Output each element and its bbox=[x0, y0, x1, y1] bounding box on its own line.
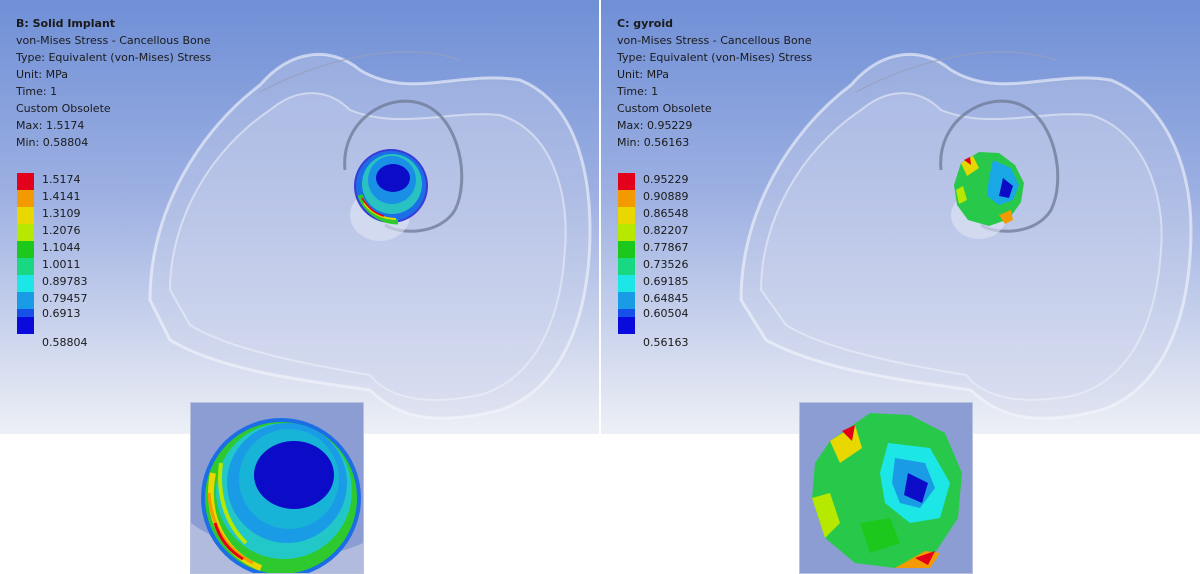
legend-value: 0.56163 bbox=[643, 336, 689, 349]
legend-value: 0.60504 bbox=[643, 307, 689, 320]
legend-swatch bbox=[618, 241, 635, 258]
legend-swatch bbox=[17, 317, 34, 334]
implant-stress-contour bbox=[354, 149, 428, 225]
zoom-inset-solid bbox=[190, 402, 364, 574]
legend-swatch bbox=[618, 224, 635, 241]
shell-edge-line bbox=[855, 51, 1057, 93]
bone-inner-shell bbox=[759, 92, 1163, 401]
inset-contour-gyroid bbox=[800, 403, 972, 573]
result-time: Time: 1 bbox=[617, 85, 659, 98]
bone-inner-shell bbox=[168, 92, 567, 401]
legend-swatch bbox=[618, 207, 635, 224]
result-scale: Custom Obsolete bbox=[16, 102, 111, 115]
viewport-solid-implant[interactable]: B: Solid Implant von-Mises Stress - Canc… bbox=[0, 0, 599, 434]
legend-value: 0.64845 bbox=[643, 292, 689, 305]
implant-stress-contour bbox=[954, 152, 1024, 226]
legend-swatch bbox=[618, 292, 635, 309]
result-max: Max: 0.95229 bbox=[617, 119, 693, 132]
bone-model-view bbox=[148, 51, 592, 420]
result-scale: Custom Obsolete bbox=[617, 102, 712, 115]
panel-divider bbox=[599, 0, 601, 434]
result-object: von-Mises Stress - Cancellous Bone bbox=[617, 34, 812, 47]
result-title: B: Solid Implant bbox=[16, 17, 116, 30]
legend-value: 0.79457 bbox=[42, 292, 88, 305]
result-time: Time: 1 bbox=[16, 85, 58, 98]
legend-swatch bbox=[17, 258, 34, 275]
legend-swatch bbox=[17, 173, 34, 190]
legend-swatch bbox=[17, 275, 34, 292]
legend-value: 0.69185 bbox=[643, 275, 689, 288]
result-max: Max: 1.5174 bbox=[16, 119, 85, 132]
legend-value: 0.86548 bbox=[643, 207, 689, 220]
result-object: von-Mises Stress - Cancellous Bone bbox=[16, 34, 211, 47]
result-info-gyroid: C: gyroid von-Mises Stress - Cancellous … bbox=[617, 15, 812, 151]
legend-swatch bbox=[618, 258, 635, 275]
legend-value: 0.73526 bbox=[643, 258, 689, 271]
legend-value: 1.5174 bbox=[42, 173, 81, 186]
zoom-inset-gyroid bbox=[799, 402, 973, 574]
legend-value: 0.58804 bbox=[42, 336, 88, 349]
legend-value: 0.6913 bbox=[42, 307, 81, 320]
viewport-gyroid[interactable]: C: gyroid von-Mises Stress - Cancellous … bbox=[601, 0, 1200, 434]
result-unit: Unit: MPa bbox=[16, 68, 68, 81]
legend-value: 1.2076 bbox=[42, 224, 81, 237]
legend-value: 1.0011 bbox=[42, 258, 81, 271]
legend-swatch bbox=[17, 224, 34, 241]
bone-model-view bbox=[739, 51, 1193, 420]
legend-swatch bbox=[618, 275, 635, 292]
implant-socket-rim bbox=[343, 99, 464, 233]
legend-value: 0.77867 bbox=[643, 241, 689, 254]
result-min: Min: 0.56163 bbox=[617, 136, 690, 149]
result-info-solid: B: Solid Implant von-Mises Stress - Canc… bbox=[16, 15, 211, 151]
result-title: C: gyroid bbox=[617, 17, 673, 30]
legend-swatch bbox=[17, 190, 34, 207]
legend-value: 0.89783 bbox=[42, 275, 88, 288]
legend-swatch bbox=[17, 241, 34, 258]
legend-value: 1.1044 bbox=[42, 241, 81, 254]
shell-edge-line bbox=[259, 51, 461, 93]
legend-value: 0.95229 bbox=[643, 173, 689, 186]
result-unit: Unit: MPa bbox=[617, 68, 669, 81]
legend-swatch bbox=[17, 292, 34, 309]
result-type: Type: Equivalent (von-Mises) Stress bbox=[617, 51, 813, 64]
legend-value: 0.82207 bbox=[643, 224, 689, 237]
inset-contour-solid bbox=[191, 403, 363, 573]
bone-outer-shell bbox=[739, 52, 1193, 420]
legend-value: 1.4141 bbox=[42, 190, 81, 203]
legend-swatch bbox=[17, 207, 34, 224]
result-type: Type: Equivalent (von-Mises) Stress bbox=[16, 51, 212, 64]
result-min: Min: 0.58804 bbox=[16, 136, 89, 149]
implant-socket-rim bbox=[939, 99, 1060, 233]
legend-value: 0.90889 bbox=[643, 190, 689, 203]
legend-swatch bbox=[618, 317, 635, 334]
legend-swatch bbox=[618, 190, 635, 207]
legend-value: 1.3109 bbox=[42, 207, 81, 220]
legend-swatch bbox=[618, 173, 635, 190]
